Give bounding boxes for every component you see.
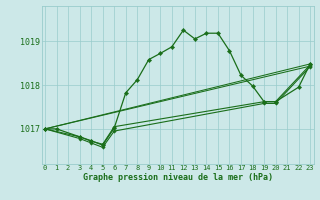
X-axis label: Graphe pression niveau de la mer (hPa): Graphe pression niveau de la mer (hPa) [83,173,273,182]
